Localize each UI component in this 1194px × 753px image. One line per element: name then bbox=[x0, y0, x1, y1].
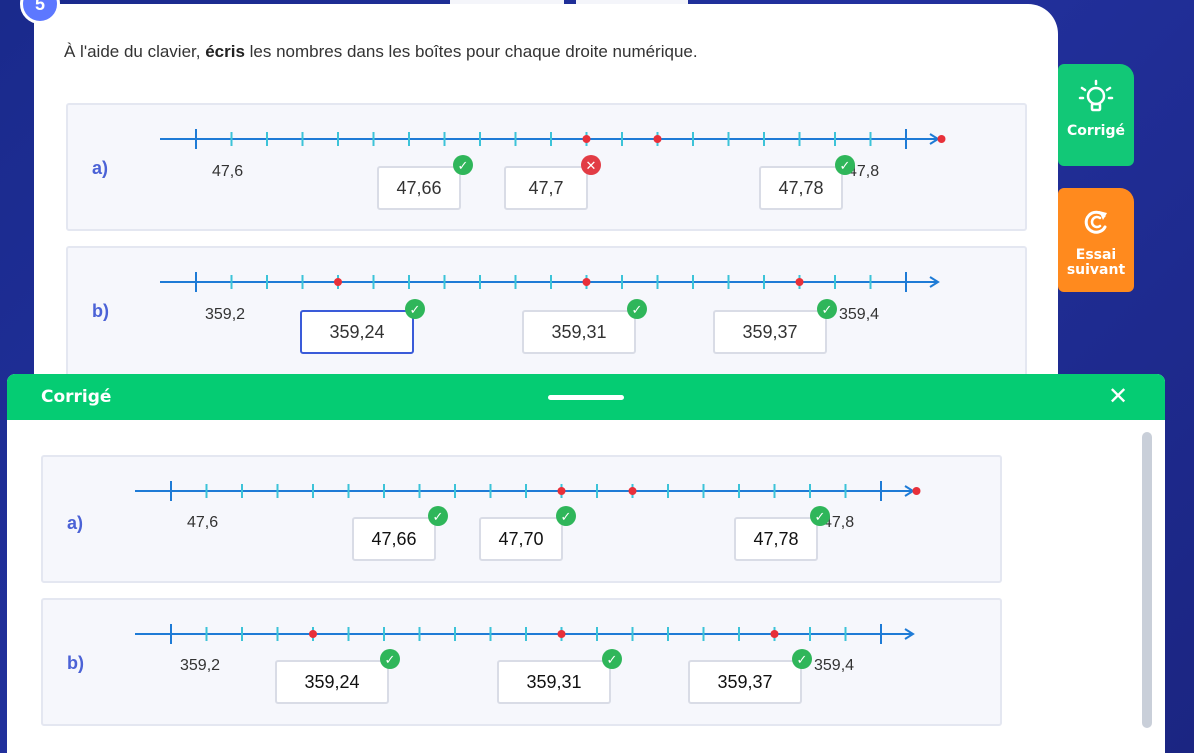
correct-icon: ✓ bbox=[380, 649, 400, 669]
correct-icon: ✓ bbox=[817, 299, 837, 319]
tab-indicator bbox=[450, 0, 564, 4]
answer-input[interactable]: 47,78 bbox=[759, 166, 843, 210]
number-line-b bbox=[160, 272, 940, 292]
drag-handle[interactable] bbox=[548, 395, 624, 400]
correct-icon: ✓ bbox=[810, 506, 830, 526]
correct-answer-box: 47,70 bbox=[479, 517, 563, 561]
correction-number-line-a bbox=[135, 481, 921, 501]
correct-icon: ✓ bbox=[405, 299, 425, 319]
marked-point bbox=[334, 278, 342, 286]
question-card: 5 À l'aide du clavier, écris les nombres… bbox=[20, 0, 1058, 424]
start-label: 359,2 bbox=[205, 306, 246, 323]
number-line-exercise-a: a) 47,6 47,8 47,66 ✓ 47,7 ✕ 47,78 ✓ bbox=[66, 103, 1027, 231]
end-label: 47,8 bbox=[848, 163, 880, 180]
correct-answer-box: 359,31 bbox=[497, 660, 611, 704]
answer-input[interactable]: 47,66 bbox=[377, 166, 461, 210]
correction-panel: Corrigé ✕ a) 47,6 47,8 47,66 ✓ 47,70 ✓ 4… bbox=[7, 374, 1165, 753]
end-label: 47,8 bbox=[823, 514, 855, 531]
retry-icon bbox=[1084, 210, 1107, 234]
lightbulb-icon bbox=[1078, 79, 1114, 112]
correct-icon: ✓ bbox=[602, 649, 622, 669]
answer-input[interactable]: 47,7 bbox=[504, 166, 588, 210]
retry-button[interactable]: Essai suivant bbox=[1058, 188, 1134, 292]
arrow-head bbox=[929, 276, 940, 288]
end-label: 359,4 bbox=[814, 657, 855, 674]
answer-key-button[interactable]: Corrigé bbox=[1058, 64, 1134, 166]
answer-input[interactable]: 359,24 bbox=[300, 310, 414, 354]
correct-icon: ✓ bbox=[835, 155, 855, 175]
correction-panel-title: Corrigé bbox=[41, 387, 112, 407]
marked-point bbox=[795, 278, 804, 286]
answer-input[interactable]: 359,37 bbox=[713, 310, 827, 354]
marked-point bbox=[557, 487, 566, 495]
arrow-head bbox=[904, 628, 915, 640]
correction-exercise-a: a) 47,6 47,8 47,66 ✓ 47,70 ✓ 47,78 ✓ bbox=[41, 455, 1002, 583]
marked-point bbox=[557, 630, 566, 638]
correct-icon: ✓ bbox=[627, 299, 647, 319]
start-label: 47,6 bbox=[187, 514, 219, 531]
question-number: 5 bbox=[20, 0, 60, 24]
marked-point bbox=[770, 630, 779, 638]
marked-point bbox=[653, 135, 662, 143]
number-line-a bbox=[160, 129, 946, 149]
correct-icon: ✓ bbox=[556, 506, 576, 526]
exercise-label: a) bbox=[92, 158, 109, 178]
retry-label-line2: suivant bbox=[1066, 262, 1126, 278]
correction-number-line-b bbox=[135, 624, 915, 644]
exercise-label: b) bbox=[67, 653, 84, 673]
close-icon[interactable]: ✕ bbox=[1107, 383, 1129, 410]
end-label: 359,4 bbox=[839, 306, 880, 323]
instruction-text: À l'aide du clavier, écris les nombres d… bbox=[64, 42, 698, 61]
retry-label-line1: Essai bbox=[1075, 247, 1117, 263]
exercise-label: b) bbox=[92, 301, 109, 321]
marked-point bbox=[912, 487, 921, 495]
correct-answer-box: 47,78 bbox=[734, 517, 818, 561]
correction-exercise-b: b) 359,2 359,4 359,24 ✓ 359,31 ✓ 359,37 … bbox=[41, 598, 1002, 726]
answer-input[interactable]: 359,31 bbox=[522, 310, 636, 354]
marked-point bbox=[582, 278, 591, 286]
correction-panel-header: Corrigé ✕ bbox=[7, 374, 1165, 420]
correct-icon: ✓ bbox=[792, 649, 812, 669]
number-line-exercise-b: b) 359,2 359,4 359,24 ✓ 359,31 ✓ 359,37 … bbox=[66, 246, 1027, 386]
correct-icon: ✓ bbox=[453, 155, 473, 175]
tab-indicator bbox=[576, 0, 688, 4]
start-label: 359,2 bbox=[180, 657, 221, 674]
answer-key-label: Corrigé bbox=[1066, 123, 1126, 139]
correct-icon: ✓ bbox=[428, 506, 448, 526]
correct-answer-box: 359,37 bbox=[688, 660, 802, 704]
start-label: 47,6 bbox=[212, 163, 244, 180]
correct-answer-box: 47,66 bbox=[352, 517, 436, 561]
marked-point bbox=[628, 487, 637, 495]
marked-point bbox=[309, 630, 317, 638]
scrollbar[interactable] bbox=[1142, 432, 1152, 728]
correct-answer-box: 359,24 bbox=[275, 660, 389, 704]
incorrect-icon: ✕ bbox=[581, 155, 601, 175]
marked-point bbox=[937, 135, 946, 143]
exercise-label: a) bbox=[67, 513, 84, 533]
marked-point bbox=[582, 135, 591, 143]
